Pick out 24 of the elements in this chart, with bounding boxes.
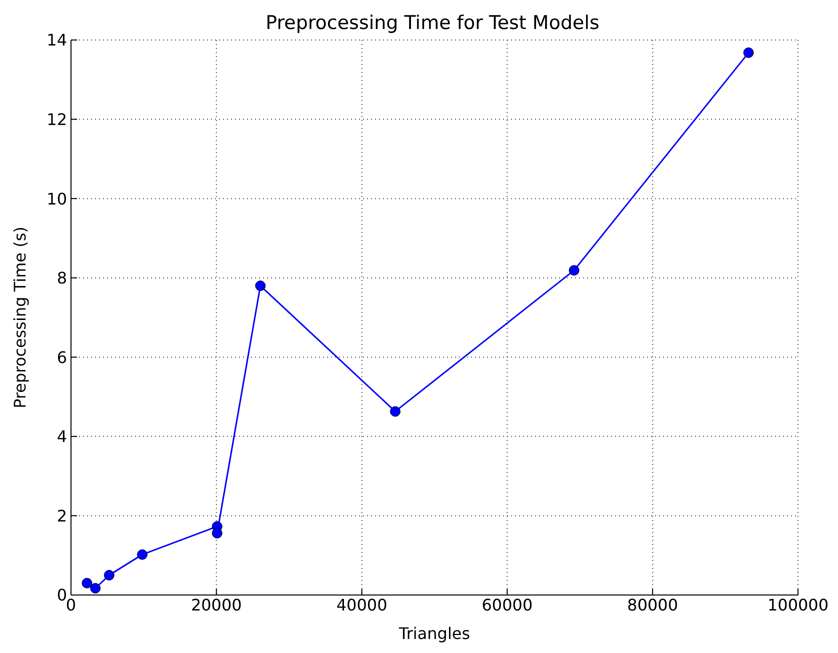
point xyxy=(104,570,114,580)
point xyxy=(255,280,266,292)
x-tick-label: 20000 xyxy=(190,595,242,614)
point xyxy=(390,406,400,417)
point xyxy=(136,549,148,560)
x-tick-label: 40000 xyxy=(336,595,388,614)
chart-title: Preprocessing Time for Test Models xyxy=(264,12,600,34)
y-tick-label: 4 xyxy=(56,427,67,446)
point xyxy=(90,583,101,594)
y-tick-label: 12 xyxy=(46,110,67,129)
point xyxy=(82,578,92,588)
x-tick-label: 60000 xyxy=(482,595,533,614)
y-tick-label: 8 xyxy=(56,268,67,288)
y-tick-label: 10 xyxy=(46,189,67,208)
x-axis-title: Triangles xyxy=(398,624,470,643)
y-tick-label: 6 xyxy=(56,348,67,367)
point xyxy=(743,47,754,58)
point xyxy=(212,528,222,538)
y-axis-title: Preprocessing Time (s) xyxy=(10,226,30,408)
x-tick-label: 100000 xyxy=(767,595,829,614)
y-tick-label: 14 xyxy=(46,30,67,50)
x-tick-label: 80000 xyxy=(627,595,678,614)
point xyxy=(568,265,580,276)
y-tick-label: 2 xyxy=(56,506,67,526)
